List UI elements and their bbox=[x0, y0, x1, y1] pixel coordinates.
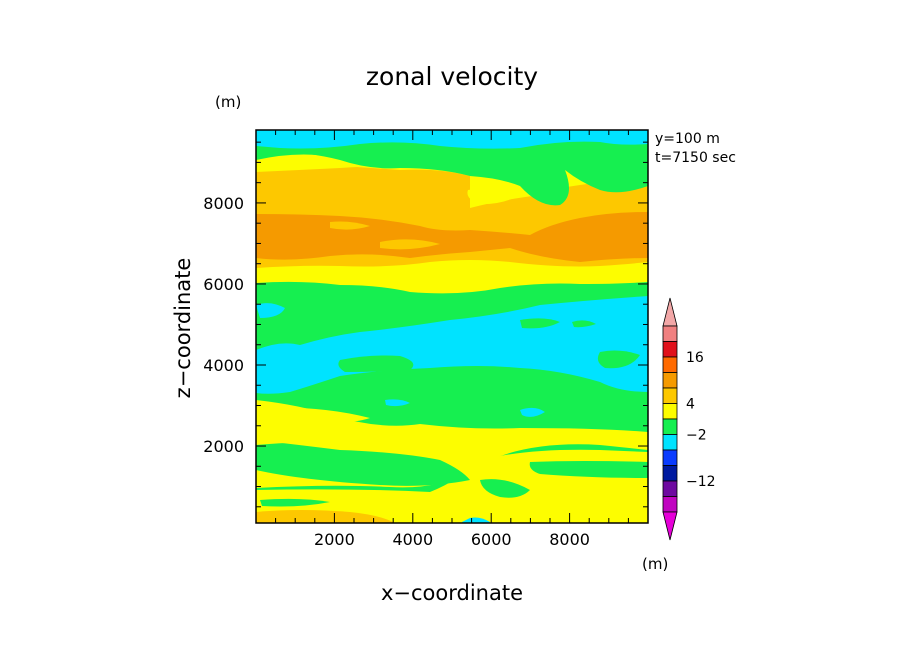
x-tick-label: 8000 bbox=[549, 530, 590, 549]
contour-region bbox=[330, 221, 370, 230]
contour-region bbox=[480, 479, 530, 498]
contour-region bbox=[597, 350, 640, 369]
contour-region bbox=[260, 498, 330, 507]
contour-region bbox=[256, 303, 285, 318]
x-tick-label: 4000 bbox=[392, 530, 433, 549]
colorbar-over-arrow bbox=[662, 297, 678, 327]
colorbar-unit-label: (m) bbox=[642, 555, 668, 573]
contour-region bbox=[435, 212, 465, 221]
annotation-time: t=7150 sec bbox=[655, 150, 736, 166]
colorbar-label: 16 bbox=[686, 350, 704, 366]
colorbar-bin bbox=[662, 449, 678, 466]
colorbar-bin bbox=[662, 496, 678, 513]
contour-region bbox=[572, 320, 596, 328]
x-tick-label: 2000 bbox=[314, 530, 355, 549]
x-tick-label: 6000 bbox=[471, 530, 512, 549]
contour-region bbox=[520, 318, 560, 329]
colorbar-labels: 16 4 −2 −12 bbox=[686, 350, 716, 490]
contour-region bbox=[520, 407, 545, 417]
contour-region bbox=[338, 355, 414, 372]
colorbar-label: −2 bbox=[686, 428, 707, 444]
colorbar-label: −12 bbox=[686, 474, 716, 490]
y-tick-labels: 2000 4000 6000 8000 bbox=[203, 194, 244, 456]
colorbar-under-arrow bbox=[662, 511, 678, 541]
contour-region bbox=[282, 318, 330, 339]
annotation-y-position: y=100 m bbox=[655, 131, 720, 147]
colorbar-bin bbox=[662, 372, 678, 389]
y-tick-label: 4000 bbox=[203, 356, 244, 375]
colorbar-label: 4 bbox=[686, 397, 695, 413]
colorbar-bin bbox=[662, 434, 678, 451]
contour-region bbox=[385, 399, 410, 407]
colorbar-bin bbox=[662, 387, 678, 404]
colorbar-bin bbox=[662, 418, 678, 435]
y-tick-label: 2000 bbox=[203, 437, 244, 456]
contour-region bbox=[256, 440, 470, 486]
contour-region bbox=[396, 296, 440, 304]
y-tick-label: 8000 bbox=[203, 194, 244, 213]
contour-region bbox=[256, 425, 440, 446]
y-axis-label: z−coordinate bbox=[171, 258, 195, 399]
contour-region bbox=[256, 130, 648, 206]
contour-region bbox=[467, 188, 520, 205]
contour-region bbox=[256, 407, 370, 423]
colorbar-bin bbox=[662, 480, 678, 497]
contour-region bbox=[256, 510, 395, 523]
colorbar-bin bbox=[662, 403, 678, 420]
colorbar-bin bbox=[662, 341, 678, 358]
contour-region bbox=[529, 461, 648, 478]
y-tick-label: 6000 bbox=[203, 275, 244, 294]
colorbar-bin bbox=[662, 356, 678, 373]
colorbar bbox=[662, 297, 678, 541]
x-tick-labels: 2000 4000 6000 8000 bbox=[314, 530, 590, 549]
contour-region bbox=[462, 517, 490, 523]
chart-title: zonal velocity bbox=[366, 62, 538, 91]
y-unit-label: (m) bbox=[215, 93, 241, 111]
contour-field bbox=[256, 130, 648, 523]
axis-ticks bbox=[256, 130, 648, 523]
colorbar-bin bbox=[662, 325, 678, 342]
colorbar-bin bbox=[662, 465, 678, 482]
x-axis-label: x−coordinate bbox=[381, 581, 523, 605]
contour-region bbox=[380, 239, 440, 250]
